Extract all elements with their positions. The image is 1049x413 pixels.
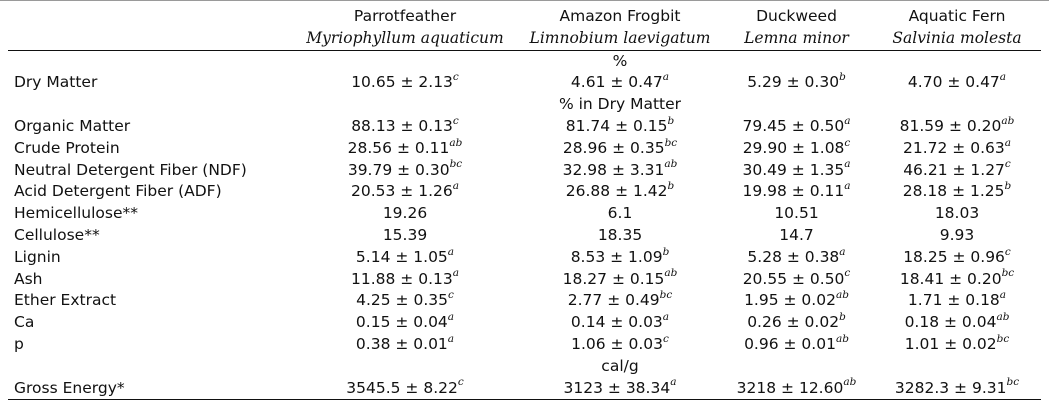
value-cell: 18.35 bbox=[597, 225, 643, 244]
value-cell: 19.26 bbox=[382, 204, 428, 223]
table-row: Gross Energy* 3545.5 ± 8.22c 3123 ± 38.3… bbox=[8, 377, 1041, 401]
unit-label-energy: cal/g bbox=[601, 356, 639, 375]
header-row-common-names: Parrotfeather Amazon Frogbit Duckweed Aq… bbox=[8, 6, 1041, 28]
header-row-latin-names: Myriophyllum aquaticum Limnobium laeviga… bbox=[8, 27, 1041, 51]
value-cell: 3218 ± 12.60ab bbox=[720, 377, 873, 401]
table-row: Organic Matter 88.13 ± 0.13c 81.74 ± 0.15b… bbox=[8, 116, 1041, 138]
value-cell: 4.25 ± 0.35c bbox=[356, 289, 454, 310]
species-latin-name: Lemna minor bbox=[720, 27, 873, 51]
table-row: Neutral Detergent Fiber (NDF) 39.79 ± 0.3… bbox=[8, 158, 1041, 182]
value-cell: 88.13 ± 0.13c bbox=[351, 114, 459, 135]
unit-label-dry-matter: % in Dry Matter bbox=[558, 95, 682, 114]
table-row: Ether Extract 4.25 ± 0.35c 2.77 ± 0.49bc 1.… bbox=[8, 290, 1041, 312]
row-label: Lignin bbox=[14, 247, 61, 266]
table-row: p 0.38 ± 0.01a 1.06 ± 0.03c 0.96 ± 0.01ab 1.… bbox=[8, 334, 1041, 356]
value-cell: 18.25 ± 0.96c bbox=[903, 245, 1011, 266]
species-common-name: Duckweed bbox=[756, 7, 837, 25]
unit-row: cal/g bbox=[8, 356, 1041, 378]
value-cell: 81.74 ± 0.15b bbox=[565, 114, 675, 135]
value-cell: 46.21 ± 1.27c bbox=[903, 158, 1011, 179]
stub-header bbox=[8, 6, 290, 28]
value-cell: 21.72 ± 0.63a bbox=[903, 136, 1011, 157]
value-cell: 9.93 bbox=[939, 225, 975, 244]
nutrient-composition-table: Parrotfeather Amazon Frogbit Duckweed Aq… bbox=[8, 6, 1041, 401]
species-latin-name: Limnobium laevigatum bbox=[520, 27, 720, 51]
unit-row: % bbox=[8, 50, 1041, 72]
value-cell: 18.41 ± 0.20bc bbox=[899, 267, 1015, 288]
value-cell: 10.65 ± 2.13c bbox=[351, 71, 459, 92]
row-label: Ca bbox=[14, 313, 35, 332]
value-cell: 10.51 bbox=[774, 204, 819, 223]
value-cell: 11.88 ± 0.13a bbox=[351, 267, 459, 288]
table-row: Ash 11.88 ± 0.13a 18.27 ± 0.15ab 20.55 ± 0.… bbox=[8, 267, 1041, 291]
value-cell: 15.39 bbox=[382, 225, 428, 244]
value-cell: 4.70 ± 0.47a bbox=[907, 71, 1007, 92]
value-cell: 18.03 bbox=[934, 204, 980, 223]
table-row: Dry Matter 10.65 ± 2.13c 4.61 ± 0.47a 5.… bbox=[8, 72, 1041, 94]
value-cell: 1.06 ± 0.03c bbox=[571, 332, 669, 353]
row-label: Gross Energy* bbox=[8, 377, 290, 401]
row-label: Acid Detergent Fiber (ADF) bbox=[14, 182, 222, 201]
unit-label-percent: % bbox=[612, 51, 628, 70]
value-cell: 6.1 bbox=[607, 204, 633, 223]
value-cell: 1.71 ± 0.18a bbox=[907, 289, 1007, 310]
table-body: % Dry Matter 10.65 ± 2.13c 4.61 ± 0.47a … bbox=[8, 50, 1041, 401]
value-cell: 0.15 ± 0.04a bbox=[355, 311, 455, 332]
species-common-name: Aquatic Fern bbox=[908, 7, 1006, 25]
value-cell: 32.98 ± 3.31ab bbox=[562, 158, 678, 179]
value-cell: 1.95 ± 0.02ab bbox=[744, 289, 849, 310]
value-cell: 2.77 ± 0.49bc bbox=[567, 289, 673, 310]
row-label: Organic Matter bbox=[14, 116, 131, 135]
value-cell: 8.53 ± 1.09b bbox=[570, 245, 670, 266]
value-cell: 30.49 ± 1.35a bbox=[742, 158, 851, 179]
value-cell: 20.53 ± 1.26a bbox=[351, 180, 459, 201]
value-cell: 0.14 ± 0.03a bbox=[570, 311, 670, 332]
value-cell: 28.56 ± 0.11ab bbox=[347, 136, 463, 157]
value-cell: 29.90 ± 1.08c bbox=[742, 136, 851, 157]
value-cell: 20.55 ± 0.50c bbox=[742, 267, 851, 288]
row-label: Cellulose** bbox=[14, 225, 100, 244]
value-cell: 5.28 ± 0.38a bbox=[747, 245, 846, 266]
table-row: Cellulose** 15.39 18.35 14.7 9.93 bbox=[8, 225, 1041, 247]
value-cell: 28.18 ± 1.25b bbox=[902, 180, 1012, 201]
value-cell: 0.38 ± 0.01a bbox=[355, 332, 455, 353]
value-cell: 28.96 ± 0.35bc bbox=[562, 136, 678, 157]
value-cell: 3282.3 ± 9.31bc bbox=[873, 377, 1041, 401]
row-label: p bbox=[14, 334, 24, 353]
value-cell: 18.27 ± 0.15ab bbox=[562, 267, 678, 288]
row-label: Dry Matter bbox=[14, 73, 98, 92]
row-label: Hemicellulose** bbox=[14, 204, 138, 223]
value-cell: 3123 ± 38.34a bbox=[520, 377, 720, 401]
species-latin-name: Myriophyllum aquaticum bbox=[290, 27, 520, 51]
value-cell: 81.59 ± 0.20ab bbox=[899, 114, 1015, 135]
species-common-name: Amazon Frogbit bbox=[559, 7, 681, 25]
cropped-caption-edge bbox=[0, 0, 1049, 1]
table-row: Crude Protein 28.56 ± 0.11ab 28.96 ± 0.35b… bbox=[8, 136, 1041, 160]
value-cell: 5.29 ± 0.30b bbox=[747, 71, 846, 92]
table-row: Ca 0.15 ± 0.04a 0.14 ± 0.03a 0.26 ± 0.02b 0.… bbox=[8, 312, 1041, 334]
row-label: Ether Extract bbox=[14, 291, 117, 310]
value-cell: 0.26 ± 0.02b bbox=[747, 311, 846, 332]
value-cell: 4.61 ± 0.47a bbox=[570, 71, 670, 92]
value-cell: 79.45 ± 0.50a bbox=[742, 114, 851, 135]
value-cell: 3545.5 ± 8.22c bbox=[290, 377, 520, 401]
table-row: Hemicellulose** 19.26 6.1 10.51 18.03 bbox=[8, 203, 1041, 225]
unit-row: % in Dry Matter bbox=[8, 94, 1041, 116]
stub-header bbox=[8, 27, 290, 51]
row-label: Crude Protein bbox=[14, 138, 120, 157]
species-latin-name: Salvinia molesta bbox=[873, 27, 1041, 51]
value-cell: 5.14 ± 1.05a bbox=[355, 245, 455, 266]
table-row: Acid Detergent Fiber (ADF) 20.53 ± 1.26a 2… bbox=[8, 181, 1041, 203]
species-common-name: Parrotfeather bbox=[353, 7, 457, 25]
value-cell: 39.79 ± 0.30bc bbox=[347, 158, 463, 179]
row-label: Neutral Detergent Fiber (NDF) bbox=[14, 160, 247, 179]
value-cell: 0.18 ± 0.04ab bbox=[904, 311, 1010, 332]
value-cell: 26.88 ± 1.42b bbox=[565, 180, 675, 201]
table-row: Lignin 5.14 ± 1.05a 8.53 ± 1.09b 5.28 ± 0.3… bbox=[8, 245, 1041, 269]
value-cell: 14.7 bbox=[779, 225, 814, 244]
row-label: Ash bbox=[14, 269, 43, 288]
value-cell: 19.98 ± 0.11a bbox=[742, 180, 851, 201]
value-cell: 1.01 ± 0.02bc bbox=[904, 332, 1010, 353]
value-cell: 0.96 ± 0.01ab bbox=[744, 332, 849, 353]
